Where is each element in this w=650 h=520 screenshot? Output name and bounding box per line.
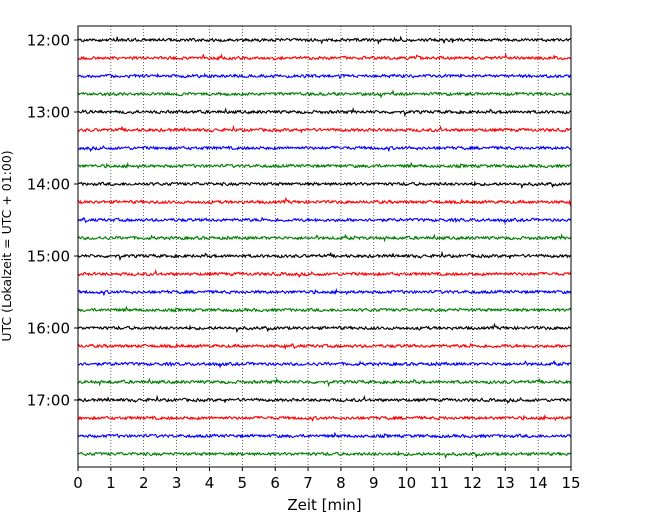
x-tick-label: 9 xyxy=(369,474,379,492)
x-tick-label: 5 xyxy=(238,474,248,492)
trace-1430 xyxy=(77,216,572,225)
trace-1515 xyxy=(77,269,572,279)
x-tick-label: 12 xyxy=(463,474,482,492)
y-tick-label: 13:00 xyxy=(27,104,70,122)
trace-1715 xyxy=(77,413,572,422)
x-tick-label: 13 xyxy=(496,474,515,492)
x-tick-label: 2 xyxy=(139,474,149,492)
trace-1700 xyxy=(77,394,572,405)
x-tick-label: 3 xyxy=(172,474,182,492)
trace-1445 xyxy=(77,232,572,243)
trace-1345 xyxy=(77,161,572,170)
y-axis-ticks: 12:00 13:00 14:00 15:00 16:00 17:00 xyxy=(27,32,78,410)
trace-1230 xyxy=(77,72,572,80)
trace-1400 xyxy=(77,180,571,190)
trace-1330 xyxy=(77,144,572,153)
x-axis-label: Zeit [min] xyxy=(287,496,361,514)
trace-1500 xyxy=(77,250,572,262)
y-tick-label: 17:00 xyxy=(27,392,70,410)
x-tick-label: 6 xyxy=(270,474,280,492)
trace-1630 xyxy=(77,359,572,369)
trace-1730 xyxy=(77,431,572,439)
trace-1315 xyxy=(77,124,572,133)
y-tick-label: 14:00 xyxy=(27,176,70,194)
x-tick-label: 7 xyxy=(303,474,313,492)
x-tick-label: 11 xyxy=(430,474,449,492)
trace-1300 xyxy=(77,106,572,118)
x-tick-label: 14 xyxy=(529,474,548,492)
trace-group xyxy=(77,35,572,460)
y-tick-label: 12:00 xyxy=(27,32,70,50)
y-axis-label: UTC (Lokalzeit = UTC + 01:00) xyxy=(0,150,14,341)
x-tick-label: 4 xyxy=(205,474,215,492)
x-tick-label: 15 xyxy=(561,474,580,492)
y-tick-label: 16:00 xyxy=(27,320,70,338)
trace-1415 xyxy=(77,196,572,207)
trace-1215 xyxy=(77,52,572,62)
x-tick-label: 1 xyxy=(106,474,116,492)
x-axis-ticks: 0 1 2 3 4 5 6 7 8 9 10 11 12 13 14 15 xyxy=(73,467,581,492)
trace-1200 xyxy=(77,35,571,46)
trace-1645 xyxy=(77,376,572,388)
x-tick-label: 10 xyxy=(397,474,416,492)
trace-1530 xyxy=(77,287,572,296)
trace-1545 xyxy=(77,305,572,313)
trace-1615 xyxy=(77,342,572,351)
x-tick-label: 0 xyxy=(73,474,83,492)
plot-frame xyxy=(77,25,572,468)
trace-1600 xyxy=(77,322,572,334)
trace-1245 xyxy=(77,89,572,99)
trace-1745 xyxy=(77,450,572,460)
x-tick-label: 8 xyxy=(336,474,346,492)
y-tick-label: 15:00 xyxy=(27,248,70,266)
